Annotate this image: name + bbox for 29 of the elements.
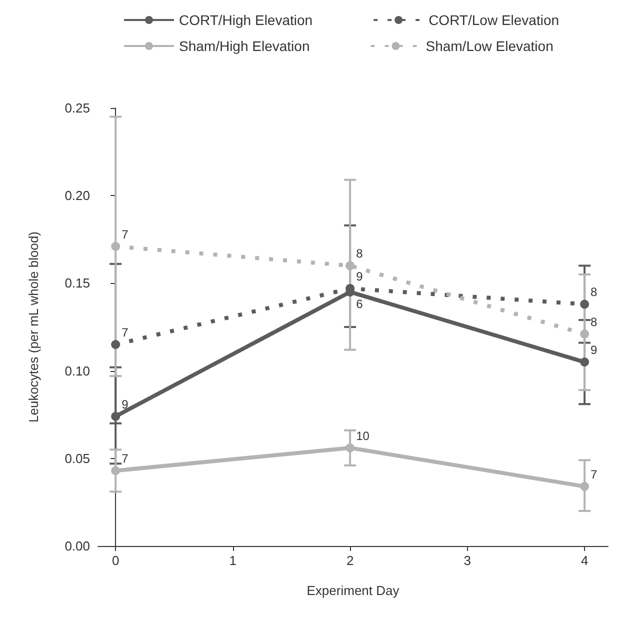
legend-label: CORT/Low Elevation — [428, 12, 560, 28]
y-tick-label: 0.10 — [64, 363, 90, 378]
annotation: 9 — [122, 397, 129, 412]
x-tick-label: 4 — [580, 553, 588, 568]
annotation: 9 — [590, 343, 598, 358]
legend-label: Sham/Low Elevation — [426, 38, 554, 54]
x-tick-label: 0 — [112, 553, 120, 568]
y-tick-label: 0.00 — [64, 538, 90, 554]
x-axis-title: Experiment Day — [306, 583, 400, 598]
annotation: 7 — [122, 326, 129, 340]
y-tick-label: 0.25 — [64, 100, 90, 116]
annotation: 8 — [356, 246, 364, 261]
x-tick-label: 3 — [464, 553, 471, 568]
y-tick-label: 0.20 — [64, 188, 90, 204]
annotation: 7 — [122, 227, 129, 242]
annotation: 8 — [590, 285, 598, 300]
annotation: 9 — [356, 269, 364, 284]
legend-label: Sham/High Elevation — [179, 38, 310, 54]
annotation: 7 — [122, 452, 129, 466]
y-tick-label: 0.05 — [64, 450, 90, 466]
annotation: 10 — [356, 428, 370, 443]
annotation: 6 — [356, 296, 364, 311]
legend-label: CORT/High Elevation — [179, 12, 313, 28]
x-tick-label: 2 — [346, 553, 354, 568]
x-tick-label: 1 — [229, 553, 236, 568]
annotation: 7 — [590, 467, 598, 482]
y-tick-label: 0.15 — [64, 276, 90, 291]
annotation: 8 — [590, 315, 598, 330]
y-axis-title: Leukocytes (per mL whole blood) — [26, 231, 41, 423]
